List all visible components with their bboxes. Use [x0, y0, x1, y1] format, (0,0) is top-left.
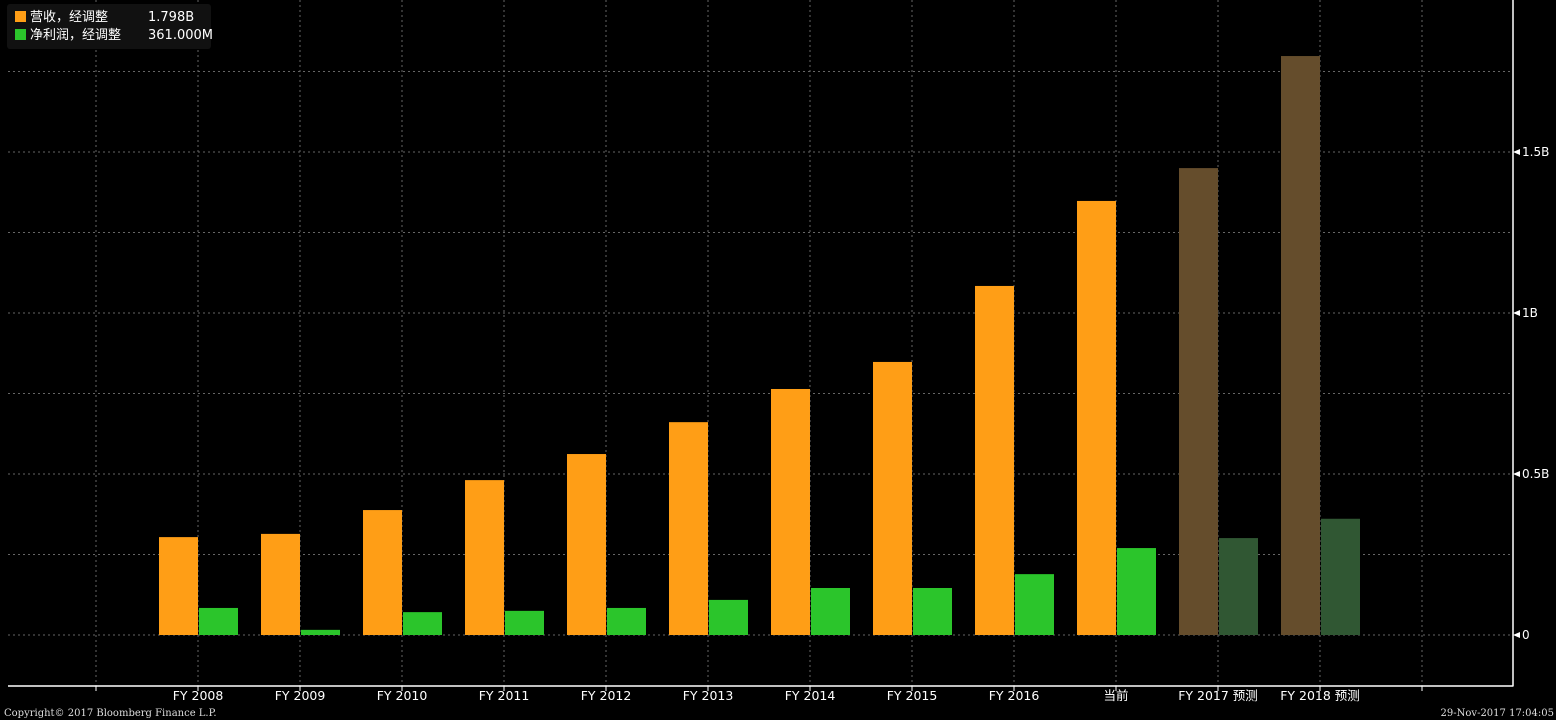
bar-revenue: [159, 537, 198, 635]
bar-net-income: [301, 629, 340, 635]
bar-revenue: [873, 361, 912, 635]
bar-revenue: [567, 454, 606, 635]
bar-revenue: [465, 480, 504, 635]
bar-revenue: [771, 388, 810, 635]
bar-net-income: [403, 612, 442, 635]
legend-swatch-revenue: [15, 11, 26, 22]
bar-revenue: [261, 533, 300, 635]
bar-net-income: [811, 587, 850, 635]
bar-revenue: [1077, 200, 1116, 635]
bar-net-income: [199, 607, 238, 635]
bar-revenue: [1281, 56, 1320, 635]
copyright: Copyright© 2017 Bloomberg Finance L.P.: [4, 708, 217, 719]
x-tick-label: FY 2011: [479, 688, 530, 703]
bar-revenue: [363, 510, 402, 635]
bar-net-income: [1117, 548, 1156, 635]
bar-revenue: [669, 422, 708, 635]
bar-revenue: [975, 285, 1014, 635]
legend-value: 361.000M: [148, 28, 213, 43]
bar-net-income: [1321, 518, 1360, 635]
legend-item-net-income: 净利润，经调整 361.000M: [15, 28, 213, 44]
legend-item-revenue: 营收，经调整 1.798B: [15, 10, 194, 26]
bar-net-income: [505, 610, 544, 635]
y-tick-marker: [1513, 632, 1520, 638]
legend-label: 营收，经调整: [30, 10, 109, 25]
timestamp: 29-Nov-2017 17:04:05: [1440, 708, 1554, 719]
x-tick-label: FY 2010: [377, 688, 428, 703]
y-tick-marker: [1513, 149, 1520, 155]
x-tick-label: FY 2018 预测: [1280, 688, 1360, 703]
legend-label: 净利润，经调整: [30, 28, 122, 43]
x-tick-label: FY 2015: [887, 688, 938, 703]
y-tick-label: 0: [1522, 628, 1530, 642]
y-tick-marker: [1513, 310, 1520, 316]
x-tick-label: FY 2013: [683, 688, 734, 703]
x-tick-label: 当前: [1103, 688, 1128, 703]
legend-value: 1.798B: [148, 10, 195, 25]
bar-revenue: [1179, 168, 1218, 635]
bar-net-income: [1015, 574, 1054, 635]
y-tick-label: 1.5B: [1522, 145, 1549, 159]
x-tick-label: FY 2016: [989, 688, 1040, 703]
x-tick-label: FY 2009: [275, 688, 326, 703]
x-tick-label: FY 2008: [173, 688, 224, 703]
x-tick-label: FY 2012: [581, 688, 632, 703]
legend-swatch-net-income: [15, 29, 26, 40]
bar-net-income: [709, 599, 748, 635]
x-tick-label: FY 2014: [785, 688, 836, 703]
bar-net-income: [1219, 538, 1258, 635]
x-tick-label: FY 2017 预测: [1178, 688, 1258, 703]
legend: 营收，经调整 1.798B 净利润，经调整 361.000M: [7, 4, 213, 49]
y-tick-marker: [1513, 471, 1520, 477]
y-tick-label: 1B: [1522, 306, 1538, 320]
bar-net-income: [913, 587, 952, 635]
bar-net-income: [607, 607, 646, 635]
y-tick-label: 0.5B: [1522, 467, 1549, 481]
